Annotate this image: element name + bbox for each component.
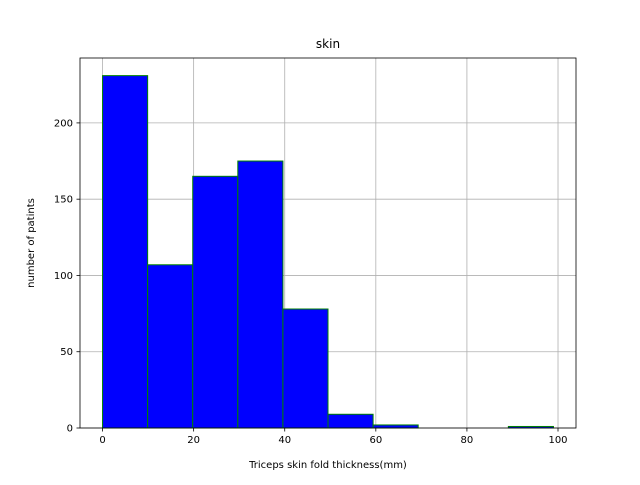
histogram-bar-7 — [372, 424, 419, 429]
histogram-bar-6 — [327, 413, 374, 429]
y-tick-label: 150 — [54, 195, 73, 206]
y-tick-label: 0 — [67, 424, 73, 435]
histogram-bar-1 — [102, 75, 149, 429]
ticks: 0 20 40 60 80 100 0 50 100 150 200 — [54, 118, 568, 446]
y-tick-label: 200 — [54, 118, 73, 129]
x-tick-label: 0 — [99, 435, 105, 446]
x-tick-label: 60 — [369, 435, 382, 446]
x-tick-label: 80 — [461, 435, 474, 446]
y-tick-label: 50 — [60, 347, 73, 358]
x-tick-label: 40 — [278, 435, 291, 446]
plot-frame — [79, 57, 577, 429]
x-tick-label: 20 — [187, 435, 200, 446]
bars — [102, 75, 554, 429]
x-axis-label: Triceps skin fold thickness(mm) — [248, 460, 407, 471]
histogram-bar-5 — [282, 308, 329, 429]
y-axis-label: number of patints — [26, 198, 37, 288]
histogram-bar-3 — [192, 175, 239, 429]
y-tick-label: 100 — [54, 271, 73, 282]
x-tick-label: 100 — [548, 435, 567, 446]
chart-title: skin — [316, 37, 340, 51]
histogram-bar-4 — [237, 160, 284, 429]
histogram-bar-2 — [147, 264, 194, 429]
